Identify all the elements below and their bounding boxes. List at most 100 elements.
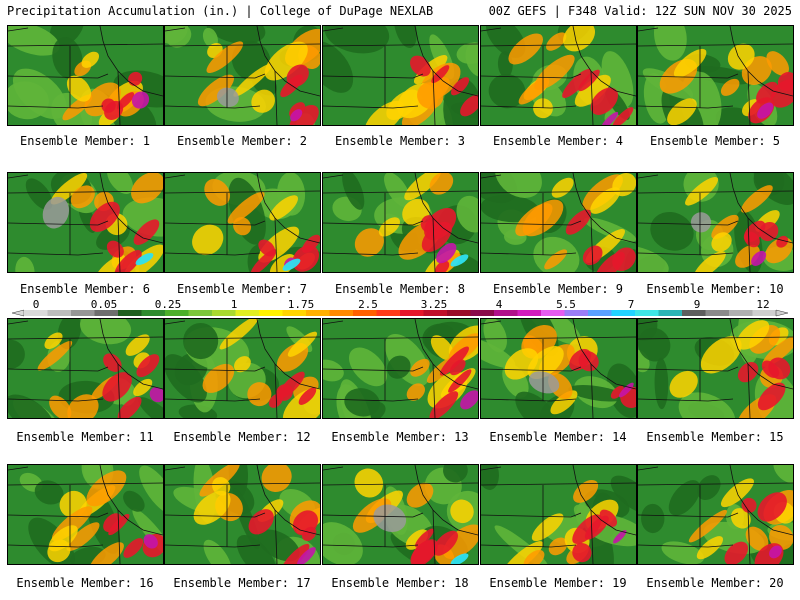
colorbar-tick-label: 9 (693, 298, 701, 311)
ensemble-map-panel (322, 318, 479, 419)
colorbar-tick-label: 7 (627, 298, 635, 311)
colorbar-swatch (447, 310, 471, 316)
ensemble-map-panel (480, 318, 637, 419)
precip-map (165, 26, 320, 125)
ensemble-map-panel (7, 25, 164, 126)
precip-map (8, 319, 163, 418)
colorbar-swatch (329, 310, 354, 316)
colorbar-swatch (212, 310, 236, 316)
ensemble-map-panel (637, 172, 794, 273)
ensemble-member-label: Ensemble Member: 20 (646, 576, 784, 590)
precip-map (638, 26, 793, 125)
model-run-info: 00Z GEFS | F348 Valid: 12Z SUN NOV 30 20… (488, 4, 792, 18)
colorbar-min-arrow (12, 309, 25, 317)
ensemble-member-label: Ensemble Member: 17 (173, 576, 311, 590)
colorbar-max-arrow (775, 309, 788, 317)
ensemble-map-panel (637, 25, 794, 126)
colorbar-swatch (423, 310, 448, 316)
colorbar-swatch (118, 310, 142, 316)
ensemble-map-panel (164, 464, 321, 565)
ensemble-member-label: Ensemble Member: 19 (489, 576, 627, 590)
ensemble-map-panel (164, 318, 321, 419)
colorbar-tick-label: 12 (756, 298, 770, 311)
ensemble-member-label: Ensemble Member: 12 (173, 430, 311, 444)
colorbar-swatch (306, 310, 330, 316)
colorbar (12, 309, 788, 317)
ensemble-member-label: Ensemble Member: 7 (176, 282, 308, 296)
colorbar-tick-label: 4 (495, 298, 503, 311)
ensemble-map-panel (7, 464, 164, 565)
colorbar-swatch (376, 310, 401, 316)
ensemble-member-label: Ensemble Member: 14 (489, 430, 627, 444)
precip-map (481, 465, 636, 564)
colorbar-swatch (188, 310, 213, 316)
precip-map (165, 173, 320, 272)
colorbar-swatch (611, 310, 636, 316)
precip-map (481, 319, 636, 418)
precip-map (323, 26, 478, 125)
colorbar-swatch (752, 310, 777, 316)
ensemble-map-panel (480, 25, 637, 126)
colorbar-tick-label: 5.5 (556, 298, 576, 311)
colorbar-swatch (682, 310, 706, 316)
colorbar-swatch (517, 310, 542, 316)
colorbar-swatch (353, 310, 377, 316)
precip-map (481, 26, 636, 125)
ensemble-map-panel (164, 172, 321, 273)
precip-map (481, 173, 636, 272)
precip-map (638, 465, 793, 564)
ensemble-member-label: Ensemble Member: 10 (646, 282, 784, 296)
colorbar-swatch (71, 310, 95, 316)
colorbar-swatch (470, 310, 495, 316)
ensemble-map-panel (480, 464, 637, 565)
colorbar-swatch (494, 310, 518, 316)
precip-map (8, 465, 163, 564)
ensemble-map-panel (7, 318, 164, 419)
colorbar-swatch (94, 310, 119, 316)
ensemble-member-label: Ensemble Member: 15 (646, 430, 784, 444)
ensemble-map-panel (637, 318, 794, 419)
ensemble-member-label: Ensemble Member: 13 (331, 430, 469, 444)
colorbar-swatch (47, 310, 72, 316)
precip-map (8, 26, 163, 125)
colorbar-swatch (635, 310, 659, 316)
page-title: Precipitation Accumulation (in.) | Colle… (7, 4, 434, 18)
colorbar-swatch (705, 310, 730, 316)
colorbar-swatch (729, 310, 753, 316)
colorbar-tick-label: 0 (32, 298, 40, 311)
colorbar-tick-label: 0.05 (90, 298, 118, 311)
colorbar-swatch (24, 310, 48, 316)
ensemble-map-panel (480, 172, 637, 273)
ensemble-member-label: Ensemble Member: 4 (492, 134, 624, 148)
colorbar-tick-label: 3.25 (420, 298, 448, 311)
colorbar-swatch (400, 310, 424, 316)
ensemble-member-label: Ensemble Member: 6 (19, 282, 151, 296)
colorbar-swatch (658, 310, 683, 316)
colorbar-swatch (541, 310, 565, 316)
colorbar-tick-label: 0.25 (154, 298, 182, 311)
ensemble-member-label: Ensemble Member: 8 (334, 282, 466, 296)
ensemble-member-label: Ensemble Member: 11 (16, 430, 154, 444)
ensemble-member-label: Ensemble Member: 9 (492, 282, 624, 296)
colorbar-swatch (165, 310, 189, 316)
ensemble-map-panel (322, 25, 479, 126)
precip-map (638, 173, 793, 272)
precip-map (323, 173, 478, 272)
precip-map (8, 173, 163, 272)
precip-map (165, 465, 320, 564)
ensemble-map-panel (322, 172, 479, 273)
ensemble-member-label: Ensemble Member: 1 (19, 134, 151, 148)
colorbar-swatch (564, 310, 589, 316)
colorbar-swatch (282, 310, 307, 316)
ensemble-map-panel (7, 172, 164, 273)
precip-map (165, 319, 320, 418)
colorbar-tick-label: 1.75 (287, 298, 315, 311)
colorbar-swatch (141, 310, 166, 316)
precip-map (323, 319, 478, 418)
ensemble-member-label: Ensemble Member: 16 (16, 576, 154, 590)
ensemble-member-label: Ensemble Member: 5 (649, 134, 781, 148)
ensemble-map-panel (322, 464, 479, 565)
precip-map (638, 319, 793, 418)
colorbar-tick-label: 1 (230, 298, 238, 311)
colorbar-swatch (259, 310, 283, 316)
